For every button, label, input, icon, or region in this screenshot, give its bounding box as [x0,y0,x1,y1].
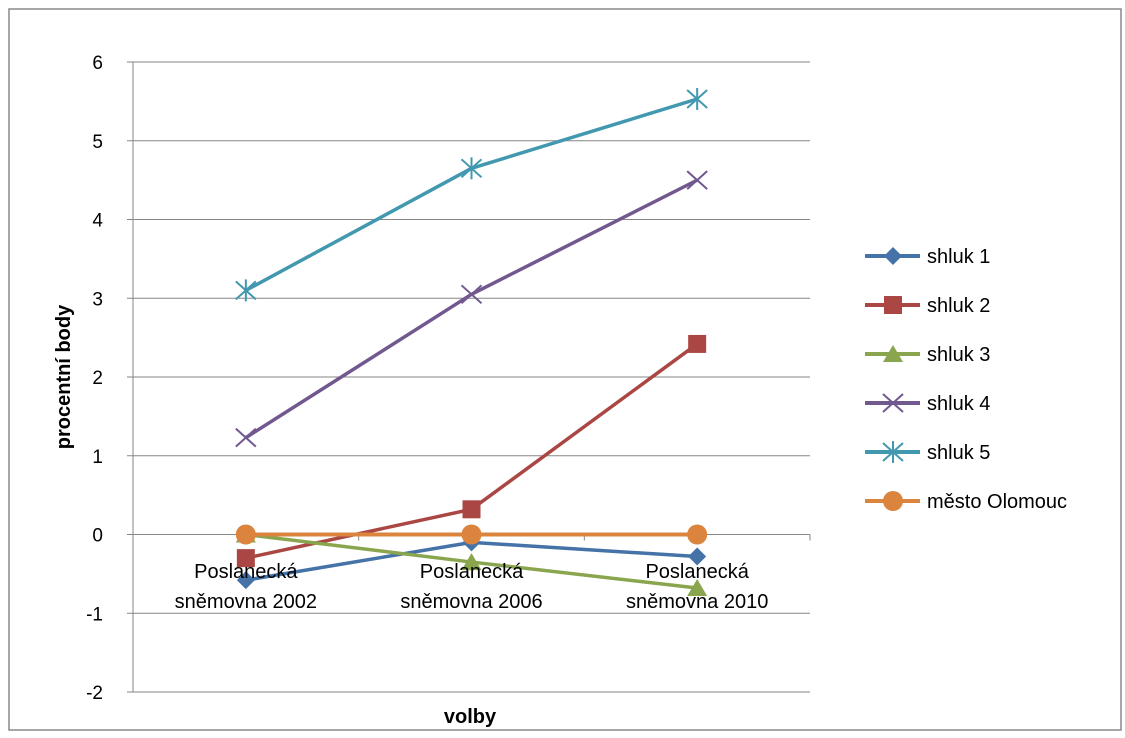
legend-label: město Olomouc [927,491,1067,513]
legend-marker [882,393,904,413]
data-point [235,427,257,448]
series-5 [235,88,708,302]
data-point [687,579,708,597]
legend-item: shluk 2 [865,295,990,317]
x-category-label: Poslanecká [194,561,298,583]
data-point [235,524,256,545]
x-category-label: Poslanecká [420,561,524,583]
y-tick-label: -1 [86,604,103,625]
y-tick-label: 4 [92,211,103,232]
x-category-label: Poslanecká [645,561,749,583]
data-point [688,547,707,566]
legend-item: shluk 3 [865,344,990,366]
y-tick-label: 6 [92,53,103,74]
legend-item: shluk 1 [865,246,990,268]
data-point [235,279,257,302]
series-6 [235,524,708,545]
legend-item: shluk 5 [865,441,990,464]
legend-marker [882,441,904,463]
y-tick-label: 5 [92,132,103,153]
legend-label: shluk 3 [927,344,990,366]
legend-marker [884,247,902,265]
data-point [462,500,481,519]
y-tick-label: 0 [92,526,103,547]
x-category-label: sněmovna 2010 [626,591,768,613]
series-2 [236,334,707,568]
data-point [461,553,482,571]
data-point [236,549,255,568]
legend-marker [883,345,903,362]
legend-label: shluk 5 [927,442,990,464]
x-axis-title: volby [444,706,497,728]
legend-label: shluk 2 [927,295,990,317]
data-point [688,334,707,353]
series-group [235,88,708,597]
y-tick-label: 2 [92,368,103,389]
data-point [461,524,482,545]
data-point [460,157,483,180]
data-point [687,524,708,545]
data-point [236,571,255,590]
legend-marker [883,491,903,511]
series-4 [235,170,708,448]
x-category-labels: Poslanecká sněmovna 2002 Poslanecká sněmovn… [175,561,769,613]
x-category-label: sněmovna 2006 [400,591,542,613]
x-category-label: sněmovna 2002 [175,591,317,613]
y-tick-label: -2 [86,683,103,704]
y-tick-label: 3 [92,289,103,310]
data-point [686,170,708,190]
legend-marker [884,296,902,314]
y-tick-label: 1 [92,447,103,468]
legend-item: město Olomouc [865,491,1067,513]
y-tick-labels: -2 -1 0 1 2 3 4 5 6 [86,53,103,704]
chart-border [8,8,1122,731]
legend: shluk 1 shluk 2 shluk 3 shluk 4 shluk 5 město… [865,246,1067,513]
y-axis-title: procentní body [53,304,75,449]
legend-label: shluk 1 [927,246,990,268]
data-point [460,284,483,305]
data-point [686,88,708,111]
legend-label: shluk 4 [927,393,990,415]
legend-item: shluk 4 [865,393,990,415]
